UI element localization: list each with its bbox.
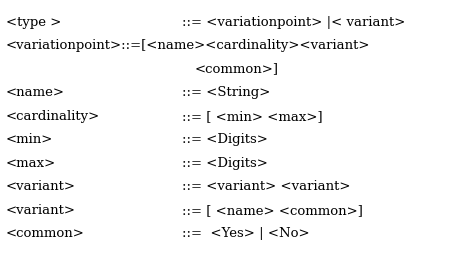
Text: ::= <Digits>: ::= <Digits> xyxy=(182,133,268,146)
Text: ::= [ <name> <common>]: ::= [ <name> <common>] xyxy=(182,204,364,217)
Text: ::= <variationpoint> |< variant>: ::= <variationpoint> |< variant> xyxy=(182,16,406,28)
Text: ::= <Digits>: ::= <Digits> xyxy=(182,157,268,170)
Text: ::= <String>: ::= <String> xyxy=(182,86,271,99)
Text: <cardinality>: <cardinality> xyxy=(6,110,100,123)
Text: <variant>: <variant> xyxy=(6,204,76,217)
Text: <variationpoint>::=[<name><cardinality><variant>: <variationpoint>::=[<name><cardinality><… xyxy=(6,39,370,52)
Text: <common>: <common> xyxy=(6,228,84,240)
Text: <variant>: <variant> xyxy=(6,180,76,193)
Text: ::= <variant> <variant>: ::= <variant> <variant> xyxy=(182,180,351,193)
Text: <name>: <name> xyxy=(6,86,64,99)
Text: ::=  <Yes> | <No>: ::= <Yes> | <No> xyxy=(182,228,310,240)
Text: <min>: <min> xyxy=(6,133,53,146)
Text: <common>]: <common>] xyxy=(195,63,279,76)
Text: ::= [ <min> <max>]: ::= [ <min> <max>] xyxy=(182,110,323,123)
Text: <max>: <max> xyxy=(6,157,56,170)
Text: <type >: <type > xyxy=(6,16,61,28)
